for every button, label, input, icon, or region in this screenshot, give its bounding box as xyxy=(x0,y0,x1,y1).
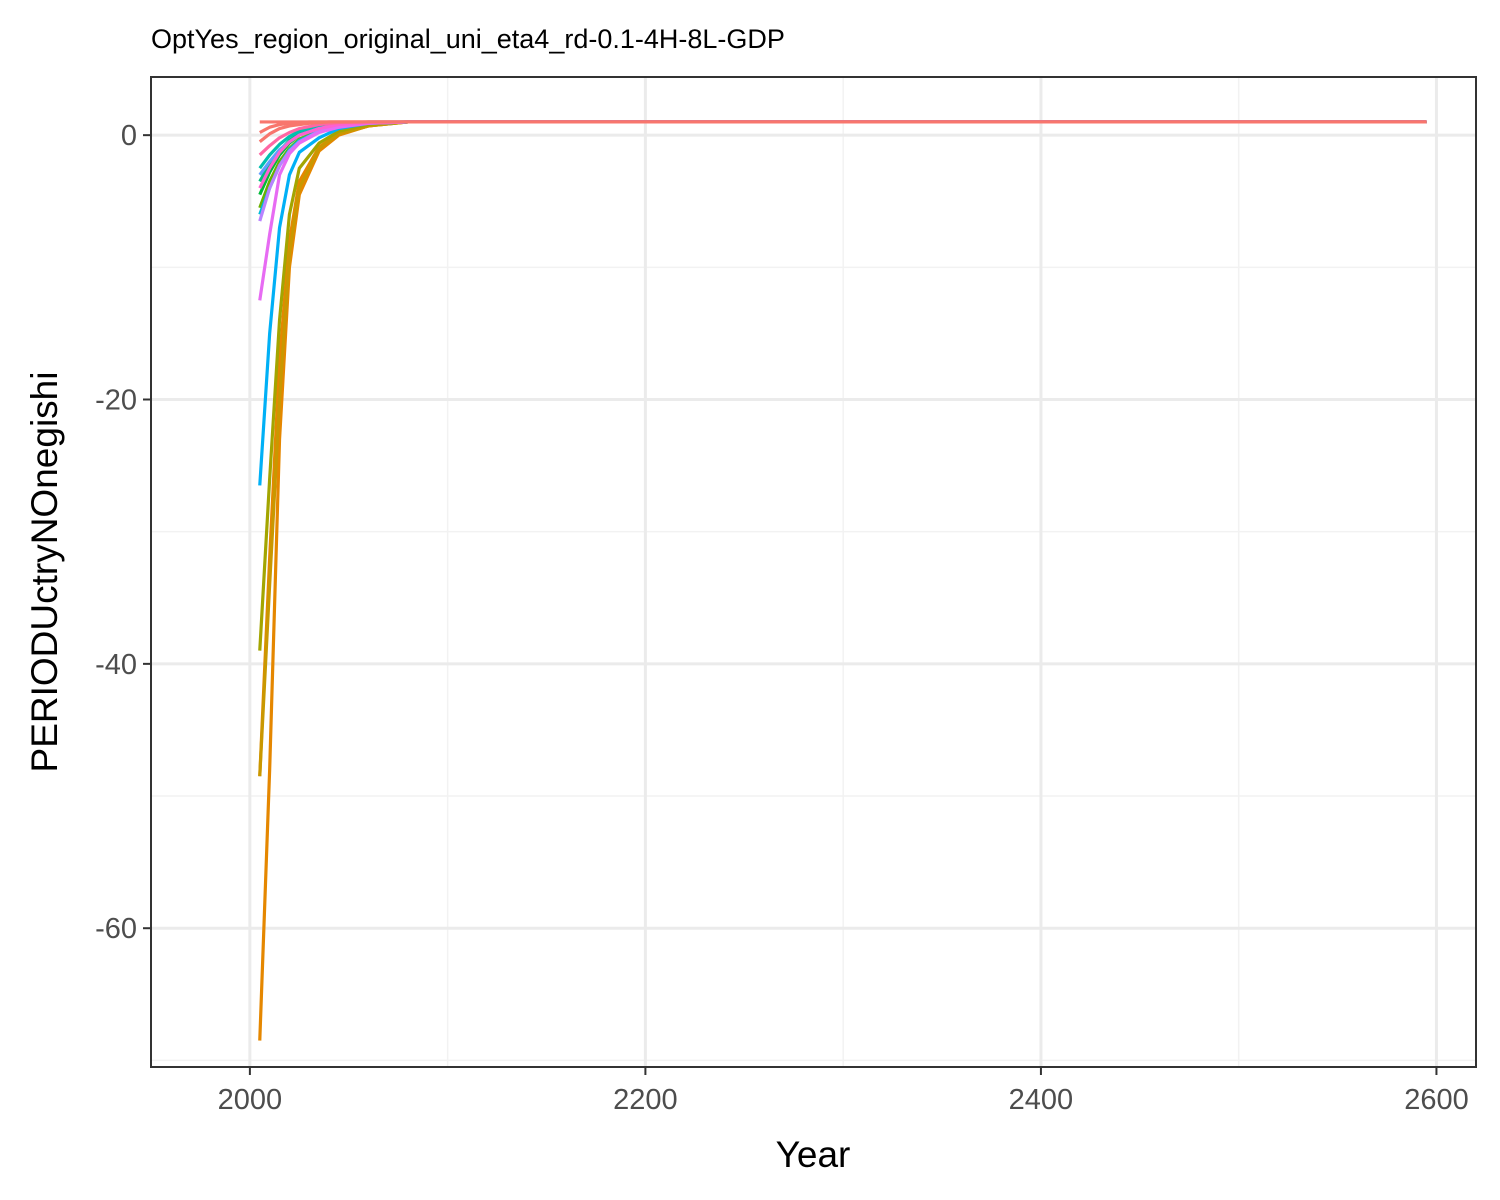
y-tick-label: -20 xyxy=(95,385,137,417)
series-line xyxy=(259,120,1427,134)
major-gridlines xyxy=(151,77,1476,1067)
y-tick-label: -40 xyxy=(95,649,137,681)
x-tick-label: 2400 xyxy=(1009,1084,1074,1116)
x-tick-label: 2600 xyxy=(1404,1084,1469,1116)
x-axis: 2000 2200 2400 2600 xyxy=(218,1067,1469,1116)
x-tick-label: 2200 xyxy=(613,1084,678,1116)
minor-gridlines xyxy=(151,77,1476,1067)
y-tick-label: 0 xyxy=(121,120,137,152)
y-axis-title: PERIODUctryNOnegishi xyxy=(24,372,65,773)
x-axis-title: Year xyxy=(776,1134,851,1175)
y-tick-label: -60 xyxy=(95,913,137,945)
x-tick-label: 2000 xyxy=(218,1084,283,1116)
chart-title: OptYes_region_original_uni_eta4_rd-0.1-4… xyxy=(151,24,785,54)
series-layer xyxy=(258,120,1427,1041)
y-axis: 0 -20 -40 -60 xyxy=(95,120,151,945)
plot-panel-border xyxy=(150,76,1477,1068)
